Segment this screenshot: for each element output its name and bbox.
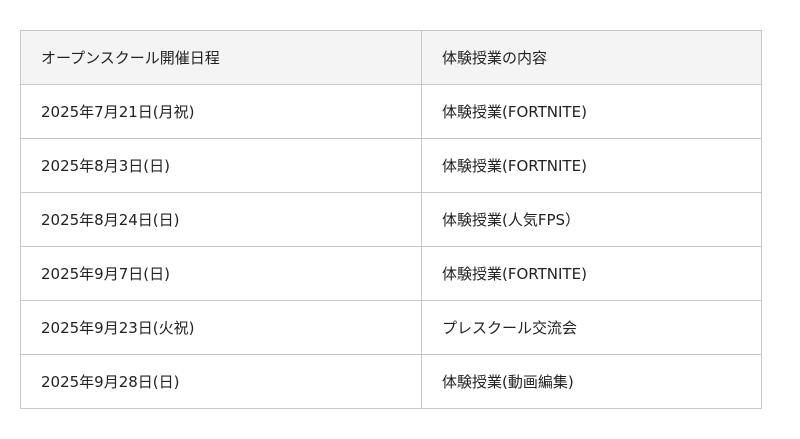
date-cell: 2025年8月24日(日) <box>20 192 422 247</box>
content-cell: 体験授業(FORTNITE) <box>421 138 762 193</box>
table-row: 2025年8月24日(日) 体験授業(人気FPS） <box>20 192 762 247</box>
content-cell: 体験授業(FORTNITE) <box>421 84 762 139</box>
date-cell: 2025年8月3日(日) <box>20 138 422 193</box>
header-content: 体験授業の内容 <box>421 30 762 85</box>
date-cell: 2025年7月21日(月祝) <box>20 84 422 139</box>
table-header-row: オープンスクール開催日程 体験授業の内容 <box>20 30 762 85</box>
content-cell: 体験授業(FORTNITE) <box>421 246 762 301</box>
header-schedule: オープンスクール開催日程 <box>20 30 422 85</box>
table-row: 2025年9月7日(日) 体験授業(FORTNITE) <box>20 246 762 301</box>
content-cell: 体験授業(人気FPS） <box>421 192 762 247</box>
date-cell: 2025年9月7日(日) <box>20 246 422 301</box>
table-row: 2025年9月23日(火祝) プレスクール交流会 <box>20 300 762 355</box>
open-school-schedule-table: オープンスクール開催日程 体験授業の内容 2025年7月21日(月祝) 体験授業… <box>20 30 762 409</box>
content-cell: プレスクール交流会 <box>421 300 762 355</box>
date-cell: 2025年9月28日(日) <box>20 354 422 409</box>
table-row: 2025年9月28日(日) 体験授業(動画編集) <box>20 354 762 409</box>
table-row: 2025年8月3日(日) 体験授業(FORTNITE) <box>20 138 762 193</box>
table-row: 2025年7月21日(月祝) 体験授業(FORTNITE) <box>20 84 762 139</box>
date-cell: 2025年9月23日(火祝) <box>20 300 422 355</box>
content-cell: 体験授業(動画編集) <box>421 354 762 409</box>
